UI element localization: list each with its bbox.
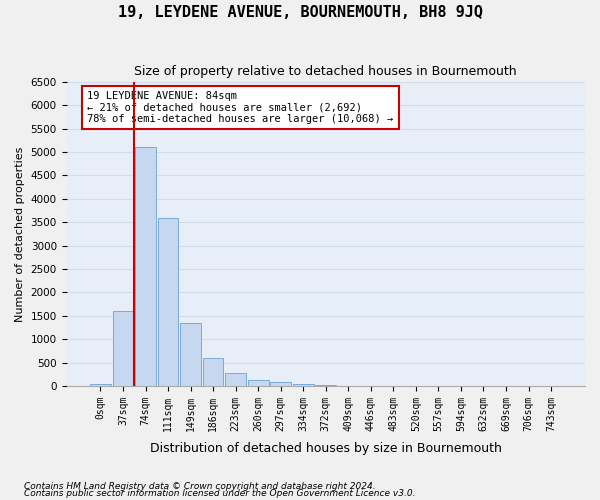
Bar bbox=[203, 358, 223, 386]
Y-axis label: Number of detached properties: Number of detached properties bbox=[15, 146, 25, 322]
Bar bbox=[180, 323, 201, 386]
Text: Contains HM Land Registry data © Crown copyright and database right 2024.: Contains HM Land Registry data © Crown c… bbox=[24, 482, 376, 491]
Bar bbox=[90, 384, 111, 386]
Text: Contains public sector information licensed under the Open Government Licence v3: Contains public sector information licen… bbox=[24, 489, 415, 498]
Bar bbox=[158, 218, 178, 386]
Title: Size of property relative to detached houses in Bournemouth: Size of property relative to detached ho… bbox=[134, 65, 517, 78]
Bar bbox=[316, 384, 336, 386]
Bar bbox=[271, 382, 291, 386]
Text: 19 LEYDENE AVENUE: 84sqm
← 21% of detached houses are smaller (2,692)
78% of sem: 19 LEYDENE AVENUE: 84sqm ← 21% of detach… bbox=[87, 91, 394, 124]
Bar bbox=[135, 148, 156, 386]
X-axis label: Distribution of detached houses by size in Bournemouth: Distribution of detached houses by size … bbox=[150, 442, 502, 455]
Bar bbox=[113, 311, 133, 386]
Bar bbox=[248, 380, 269, 386]
Text: 19, LEYDENE AVENUE, BOURNEMOUTH, BH8 9JQ: 19, LEYDENE AVENUE, BOURNEMOUTH, BH8 9JQ bbox=[118, 5, 482, 20]
Bar bbox=[293, 384, 314, 386]
Bar bbox=[225, 373, 246, 386]
